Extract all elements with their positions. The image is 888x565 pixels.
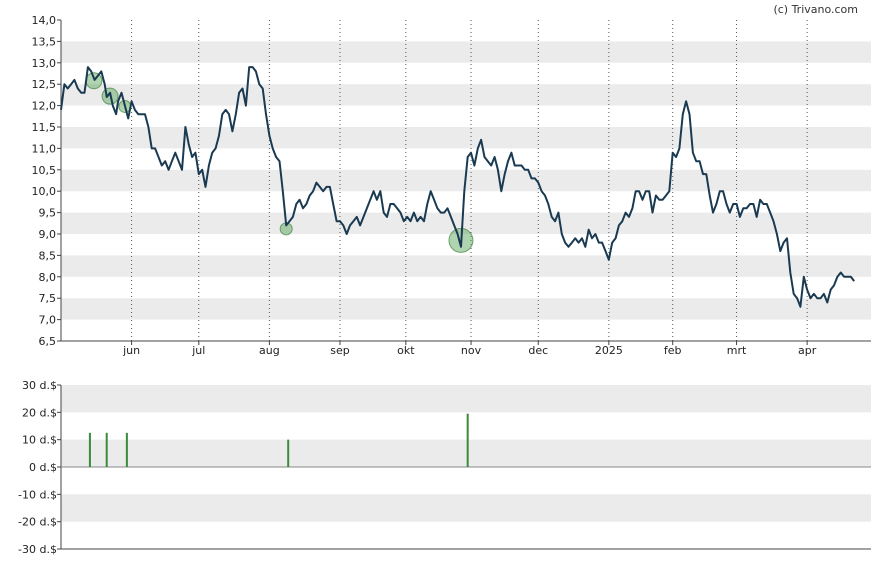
grid-band [61,255,871,277]
grid-band [61,212,871,234]
y-tick-label: 13,0 [32,57,57,70]
x-tick-label: apr [798,344,817,357]
y-tick-label: 11,5 [32,121,57,134]
x-tick-label: okt [397,344,415,357]
x-tick-label: mrt [727,344,747,357]
y-tick-label: 11,0 [32,142,57,155]
y-tick-label: 20 d.$ [22,406,57,419]
grid-band [61,84,871,106]
y-tick-label: 8,5 [39,249,57,262]
grid-band [61,298,871,320]
y-tick-label: 7,0 [39,314,57,327]
y-tick-label: 9,0 [39,228,57,241]
y-tick-label: -10 d.$ [18,488,57,501]
y-tick-label: 6,5 [39,335,57,348]
x-tick-label: feb [664,344,682,357]
y-tick-label: 12,0 [32,100,57,113]
y-tick-label: 13,5 [32,35,57,48]
x-tick-label: jun [122,344,140,357]
y-tick-label: 10 d.$ [22,434,57,447]
grid-band [61,494,871,522]
grid-band [61,127,871,149]
grid-band [61,41,871,63]
dividend-panel: 30 d.$ 20 d.$ 10 d.$ 0 d.$ -10 d.$ -20 d.$ -30… [18,379,871,556]
y-tick-label: 14,0 [32,14,57,27]
price-panel: 6,5 7,0 7,5 8,0 8,5 9,0 9,5 10,0 10,5 11,0 11,5 12,… [32,14,871,357]
grid-band [61,385,871,413]
y-tick-label: 10,0 [32,185,57,198]
y-tick-label: 0 d.$ [29,461,57,474]
grid-band [61,439,871,467]
x-tick-label: sep [330,344,349,357]
y-tick-label: 30 d.$ [22,379,57,392]
y-tick-label: -20 d.$ [18,516,57,529]
x-tick-label: nov [461,344,482,357]
x-tick-label: 2025 [595,344,623,357]
x-tick-label: jul [191,344,205,357]
credit-label: (c) Trivano.com [773,3,858,16]
y-tick-label: 8,0 [39,271,57,284]
price-line [60,66,855,308]
x-tick-label: aug [259,344,280,357]
y-tick-label: 9,5 [39,207,57,220]
y-tick-label: 7,5 [39,292,57,305]
y-tick-label: -30 d.$ [18,543,57,556]
y-tick-label: 12,5 [32,78,57,91]
y-tick-label: 10,5 [32,164,57,177]
x-tick-label: dec [528,344,548,357]
